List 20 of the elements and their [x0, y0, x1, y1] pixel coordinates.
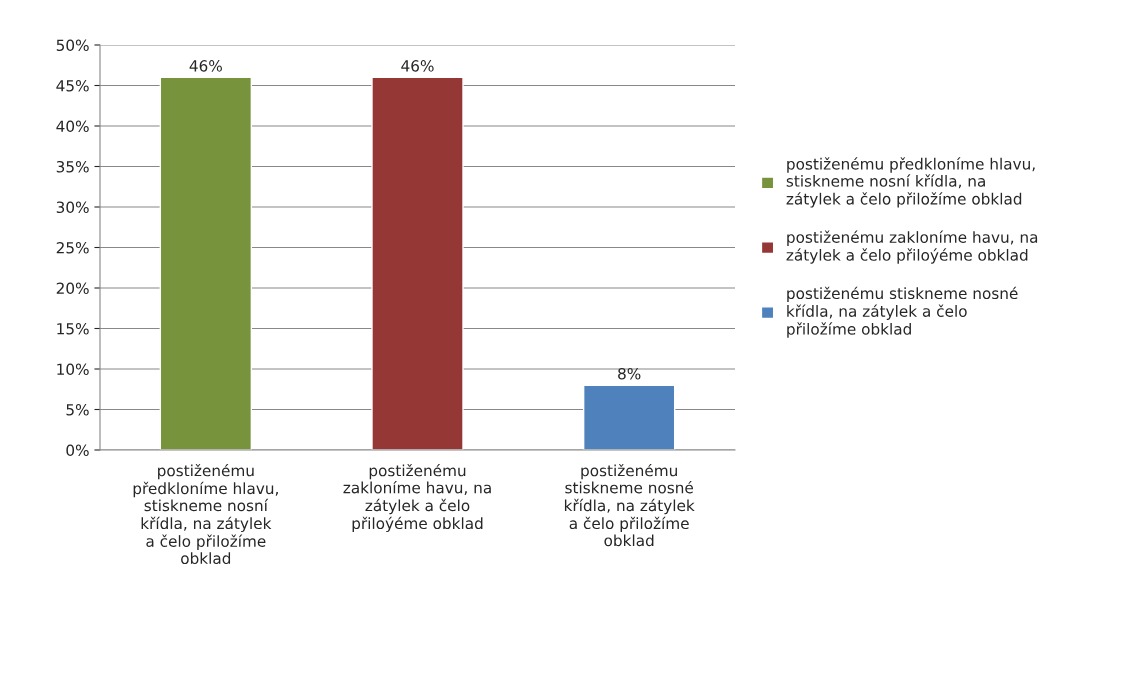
- x-tick-label: postiženému předkloníme hlavu, stiskneme nosní křídla, na zátylek a čelo přiložíme obklad: [133, 463, 278, 565]
- y-tick-label: 10%: [57, 363, 89, 376]
- data-label: 8%: [618, 367, 641, 380]
- y-tick-label: 30%: [56, 201, 89, 214]
- x-tick-label: postiženému stiskneme nosné křídla, na zátylek a čelo přiložíme obklad: [564, 463, 695, 547]
- data-label: 46%: [189, 60, 222, 72]
- legend-label: postiženému zakloníme havu, na zátylek a čelo přiloýéme obklad: [786, 230, 1038, 264]
- y-tick-label: 5%: [66, 403, 89, 416]
- y-tick-label: 20%: [56, 282, 89, 295]
- legend-label: postiženému stiskneme nosné křídla, na zátylek a čelo přiložíme obklad: [787, 286, 1018, 338]
- y-tick-label: 50%: [56, 39, 89, 52]
- legend-label: postiženému předkloníme hlavu, stiskneme nosní křídla, na zátylek a čelo přiložíme obklad: [786, 157, 1035, 208]
- y-tick-label: 25%: [56, 241, 89, 254]
- data-label: 46%: [401, 60, 434, 72]
- x-tick-label: postiženému zakloníme havu, na zátylek a čelo přiloýéme obklad: [343, 463, 491, 533]
- y-tick-label: 0%: [66, 444, 89, 457]
- y-tick-label: 15%: [57, 322, 89, 335]
- y-tick-label: 40%: [56, 120, 89, 133]
- y-tick-label: 45%: [56, 79, 89, 92]
- y-tick-label: 35%: [56, 160, 89, 173]
